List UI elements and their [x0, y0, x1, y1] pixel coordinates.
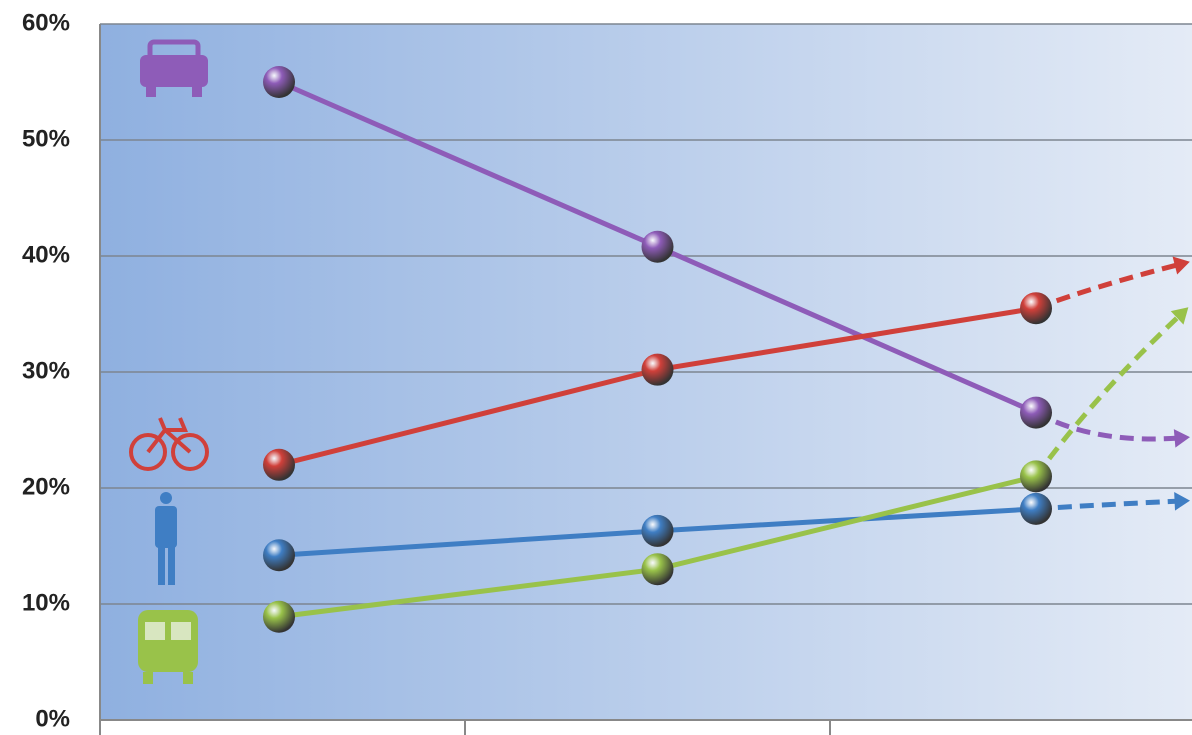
- trend-arrowhead: [1173, 429, 1190, 448]
- point: [1020, 396, 1052, 429]
- trend-arrow: [1035, 498, 1185, 512]
- point: [263, 600, 295, 633]
- y-tick-label: 10%: [22, 589, 70, 616]
- point: [263, 66, 295, 98]
- point: [641, 514, 674, 547]
- point: [641, 553, 674, 586]
- person-icon: [155, 492, 177, 585]
- y-tick-label: 0%: [35, 705, 70, 732]
- point: [263, 539, 295, 572]
- bike-icon: [129, 417, 209, 471]
- point: [1020, 460, 1052, 493]
- point: [263, 448, 295, 481]
- y-tick-label: 50%: [22, 125, 70, 152]
- y-tick-label: 20%: [22, 473, 70, 500]
- icons: [129, 39, 209, 684]
- point: [641, 230, 674, 263]
- point: [1020, 492, 1052, 525]
- trend-arrow: [1034, 410, 1185, 442]
- trend-arrow: [1035, 260, 1185, 311]
- y-tick-label: 30%: [22, 357, 70, 384]
- trend-arrowhead: [1170, 307, 1189, 325]
- bus-icon: [138, 610, 198, 684]
- car-icon: [140, 39, 208, 97]
- trend-arrowhead: [1172, 256, 1190, 275]
- y-tick-label: 60%: [22, 9, 70, 36]
- y-tick-label: 40%: [22, 241, 70, 268]
- trend-arrowhead: [1174, 492, 1190, 511]
- point: [1020, 292, 1052, 325]
- point: [641, 353, 674, 386]
- trend-arrow: [1033, 309, 1186, 478]
